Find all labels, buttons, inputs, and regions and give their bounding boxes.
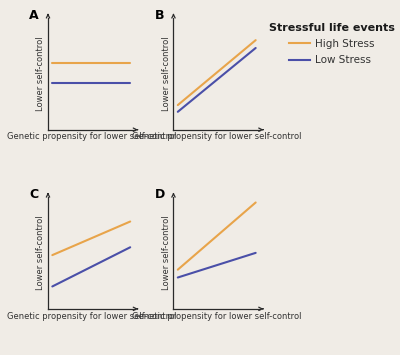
Text: B: B <box>154 9 164 22</box>
Y-axis label: Lower self-control: Lower self-control <box>36 215 45 290</box>
Y-axis label: Lower self-control: Lower self-control <box>162 37 171 111</box>
X-axis label: Genetic propensity for lower self-control: Genetic propensity for lower self-contro… <box>6 132 176 142</box>
X-axis label: Genetic propensity for lower self-control: Genetic propensity for lower self-contro… <box>132 312 302 321</box>
Y-axis label: Lower self-control: Lower self-control <box>162 215 171 290</box>
Text: C: C <box>29 188 38 201</box>
Text: A: A <box>29 9 38 22</box>
Legend: High Stress, Low Stress: High Stress, Low Stress <box>269 23 395 65</box>
Text: D: D <box>154 188 165 201</box>
X-axis label: Genetic propensity for lower self-control: Genetic propensity for lower self-contro… <box>132 132 302 142</box>
X-axis label: Genetic propensity for lower self-control: Genetic propensity for lower self-contro… <box>6 312 176 321</box>
Y-axis label: Lower self-control: Lower self-control <box>36 37 45 111</box>
